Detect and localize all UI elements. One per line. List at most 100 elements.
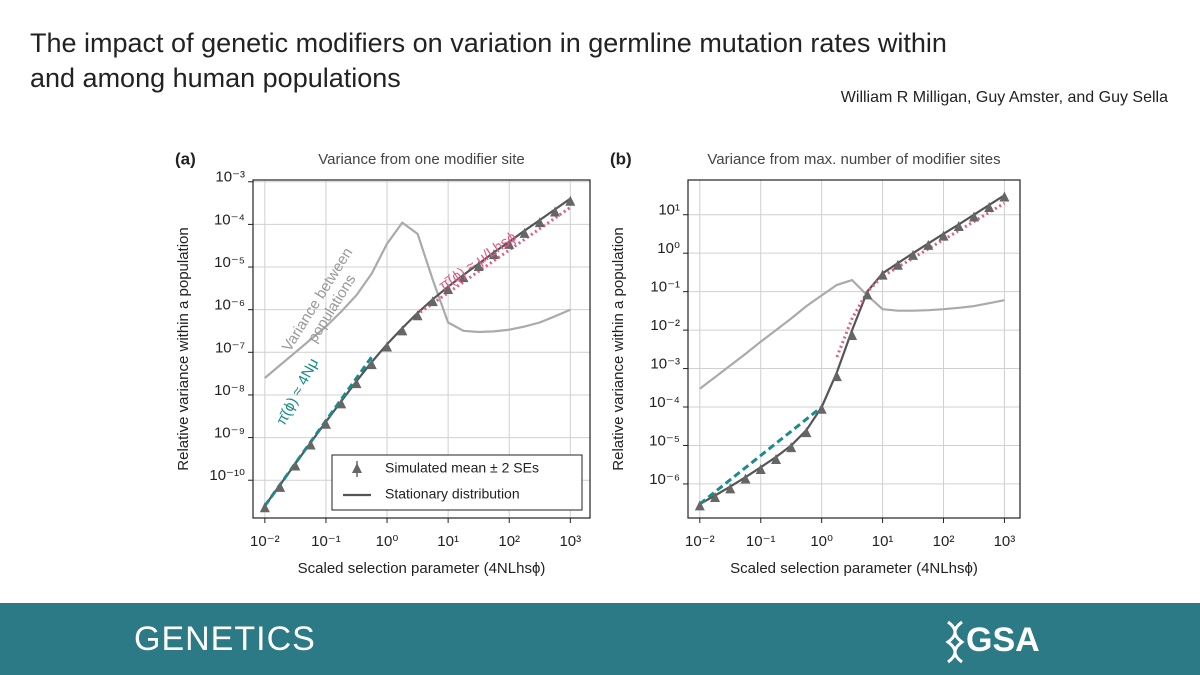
y-tick-label: 10¹ [658, 202, 680, 219]
y-tick-label: 10⁻⁴ [214, 211, 245, 228]
series-line [835, 201, 1006, 358]
y-tick-label: 10⁻⁴ [649, 394, 680, 411]
marker [259, 502, 270, 513]
plot-0: 10⁻² 10⁻¹ 10⁰ 10¹ 10² 10³ 10⁻¹⁰ 10⁻⁹ 10⁻⁸ 10⁻⁷ 10⁻… [175, 149, 591, 577]
y-tick-label: 10⁻⁸ [214, 382, 245, 399]
y-tick-label: 10⁻³ [650, 356, 680, 373]
marker [710, 492, 721, 503]
x-tick-label: 10⁻² [685, 533, 715, 550]
legend-marker [352, 463, 362, 473]
marker [725, 483, 736, 494]
x-tick-label: 10⁰ [376, 533, 399, 550]
marker [427, 296, 438, 307]
marker [550, 206, 561, 217]
footer-band [0, 603, 1200, 675]
marker [953, 220, 964, 231]
x-tick-label: 10² [498, 533, 520, 550]
marker [801, 427, 812, 438]
plot-1: 10⁻² 10⁻¹ 10⁰ 10¹ 10² 10³ 10⁻⁶ 10⁻⁵ 10⁻⁴ 10⁻³ 10⁻²… [610, 149, 1021, 577]
marker [847, 330, 858, 341]
legend-box [331, 454, 583, 511]
x-tick-label: 10² [933, 533, 955, 550]
plot-frame [687, 179, 1021, 519]
series-line [698, 405, 823, 506]
panel-label: (b) [610, 149, 632, 168]
marker [320, 418, 331, 429]
x-axis-label: Scaled selection parameter (4NLhsϕ) [298, 560, 546, 577]
marker [999, 191, 1010, 202]
marker [565, 195, 576, 206]
society-name: GSA [966, 621, 1040, 659]
marker [877, 269, 888, 280]
marker [740, 473, 751, 484]
journal-name: GENETICS [134, 620, 316, 658]
marker [366, 359, 377, 370]
y-tick-label: 10⁻⁶ [649, 471, 680, 488]
slide-title: The impact of genetic modifiers on varia… [30, 28, 947, 58]
marker [351, 378, 362, 389]
series-line [263, 356, 373, 507]
legend-label: Simulated mean ± 2 SEs [385, 460, 539, 476]
series-line [415, 206, 572, 317]
marker [488, 249, 499, 260]
marker [443, 283, 454, 294]
marker [534, 217, 545, 228]
marker [397, 325, 408, 336]
marker [504, 238, 515, 249]
marker [290, 460, 301, 471]
marker [968, 211, 979, 222]
marker [305, 439, 316, 450]
marker [458, 272, 469, 283]
marker [336, 398, 347, 409]
series-line [699, 279, 1005, 390]
marker [382, 341, 393, 352]
y-tick-label: 10⁻⁷ [215, 339, 245, 356]
plot-area [688, 180, 1020, 518]
marker [694, 500, 705, 511]
x-tick-label: 10³ [559, 533, 581, 550]
authors: William R Milligan, Guy Amster, and Guy … [841, 89, 1168, 106]
y-tick-label: 10⁰ [657, 240, 680, 257]
marker [892, 259, 903, 270]
y-axis-label: Relative variance within a population [175, 227, 192, 470]
marker [519, 227, 530, 238]
marker [984, 201, 995, 212]
y-tick-label: 10⁻¹ [650, 279, 680, 296]
y-tick-label: 10⁻⁵ [214, 254, 245, 271]
marker [412, 310, 423, 321]
y-tick-label: 10⁻³ [215, 169, 245, 186]
marker [770, 453, 781, 464]
x-tick-label: 10¹ [437, 533, 459, 550]
marker [755, 464, 766, 475]
panel-label: (a) [175, 149, 196, 168]
marker [908, 249, 919, 260]
slide-title: and among human populations [30, 63, 401, 93]
marker [275, 481, 286, 492]
legend-label: Stationary distribution [385, 486, 520, 502]
y-tick-label: 10⁻⁵ [649, 432, 680, 449]
x-tick-label: 10⁻¹ [311, 533, 341, 550]
marker [473, 261, 484, 272]
x-tick-label: 10⁻¹ [746, 533, 776, 550]
x-tick-label: 10¹ [872, 533, 894, 550]
plot-frame [252, 179, 591, 519]
marker [816, 403, 827, 414]
y-tick-label: 10⁻⁹ [214, 425, 245, 442]
y-tick-label: 10⁻² [650, 317, 680, 334]
marker [862, 289, 873, 300]
marker [938, 230, 949, 241]
x-tick-label: 10³ [994, 533, 1016, 550]
y-tick-label: 10⁻⁶ [214, 297, 245, 314]
x-tick-label: 10⁻² [250, 533, 280, 550]
marker [831, 371, 842, 382]
marker [786, 442, 797, 453]
x-tick-label: 10⁰ [810, 533, 833, 550]
y-axis-label: Relative variance within a population [610, 227, 627, 470]
x-axis-label: Scaled selection parameter (4NLhsϕ) [730, 560, 978, 577]
gsa-logo-icon [945, 620, 965, 664]
y-tick-label: 10⁻¹⁰ [209, 467, 245, 484]
marker [923, 239, 934, 250]
series-line [264, 221, 571, 379]
chart-title: Variance from one modifier site [318, 151, 524, 168]
